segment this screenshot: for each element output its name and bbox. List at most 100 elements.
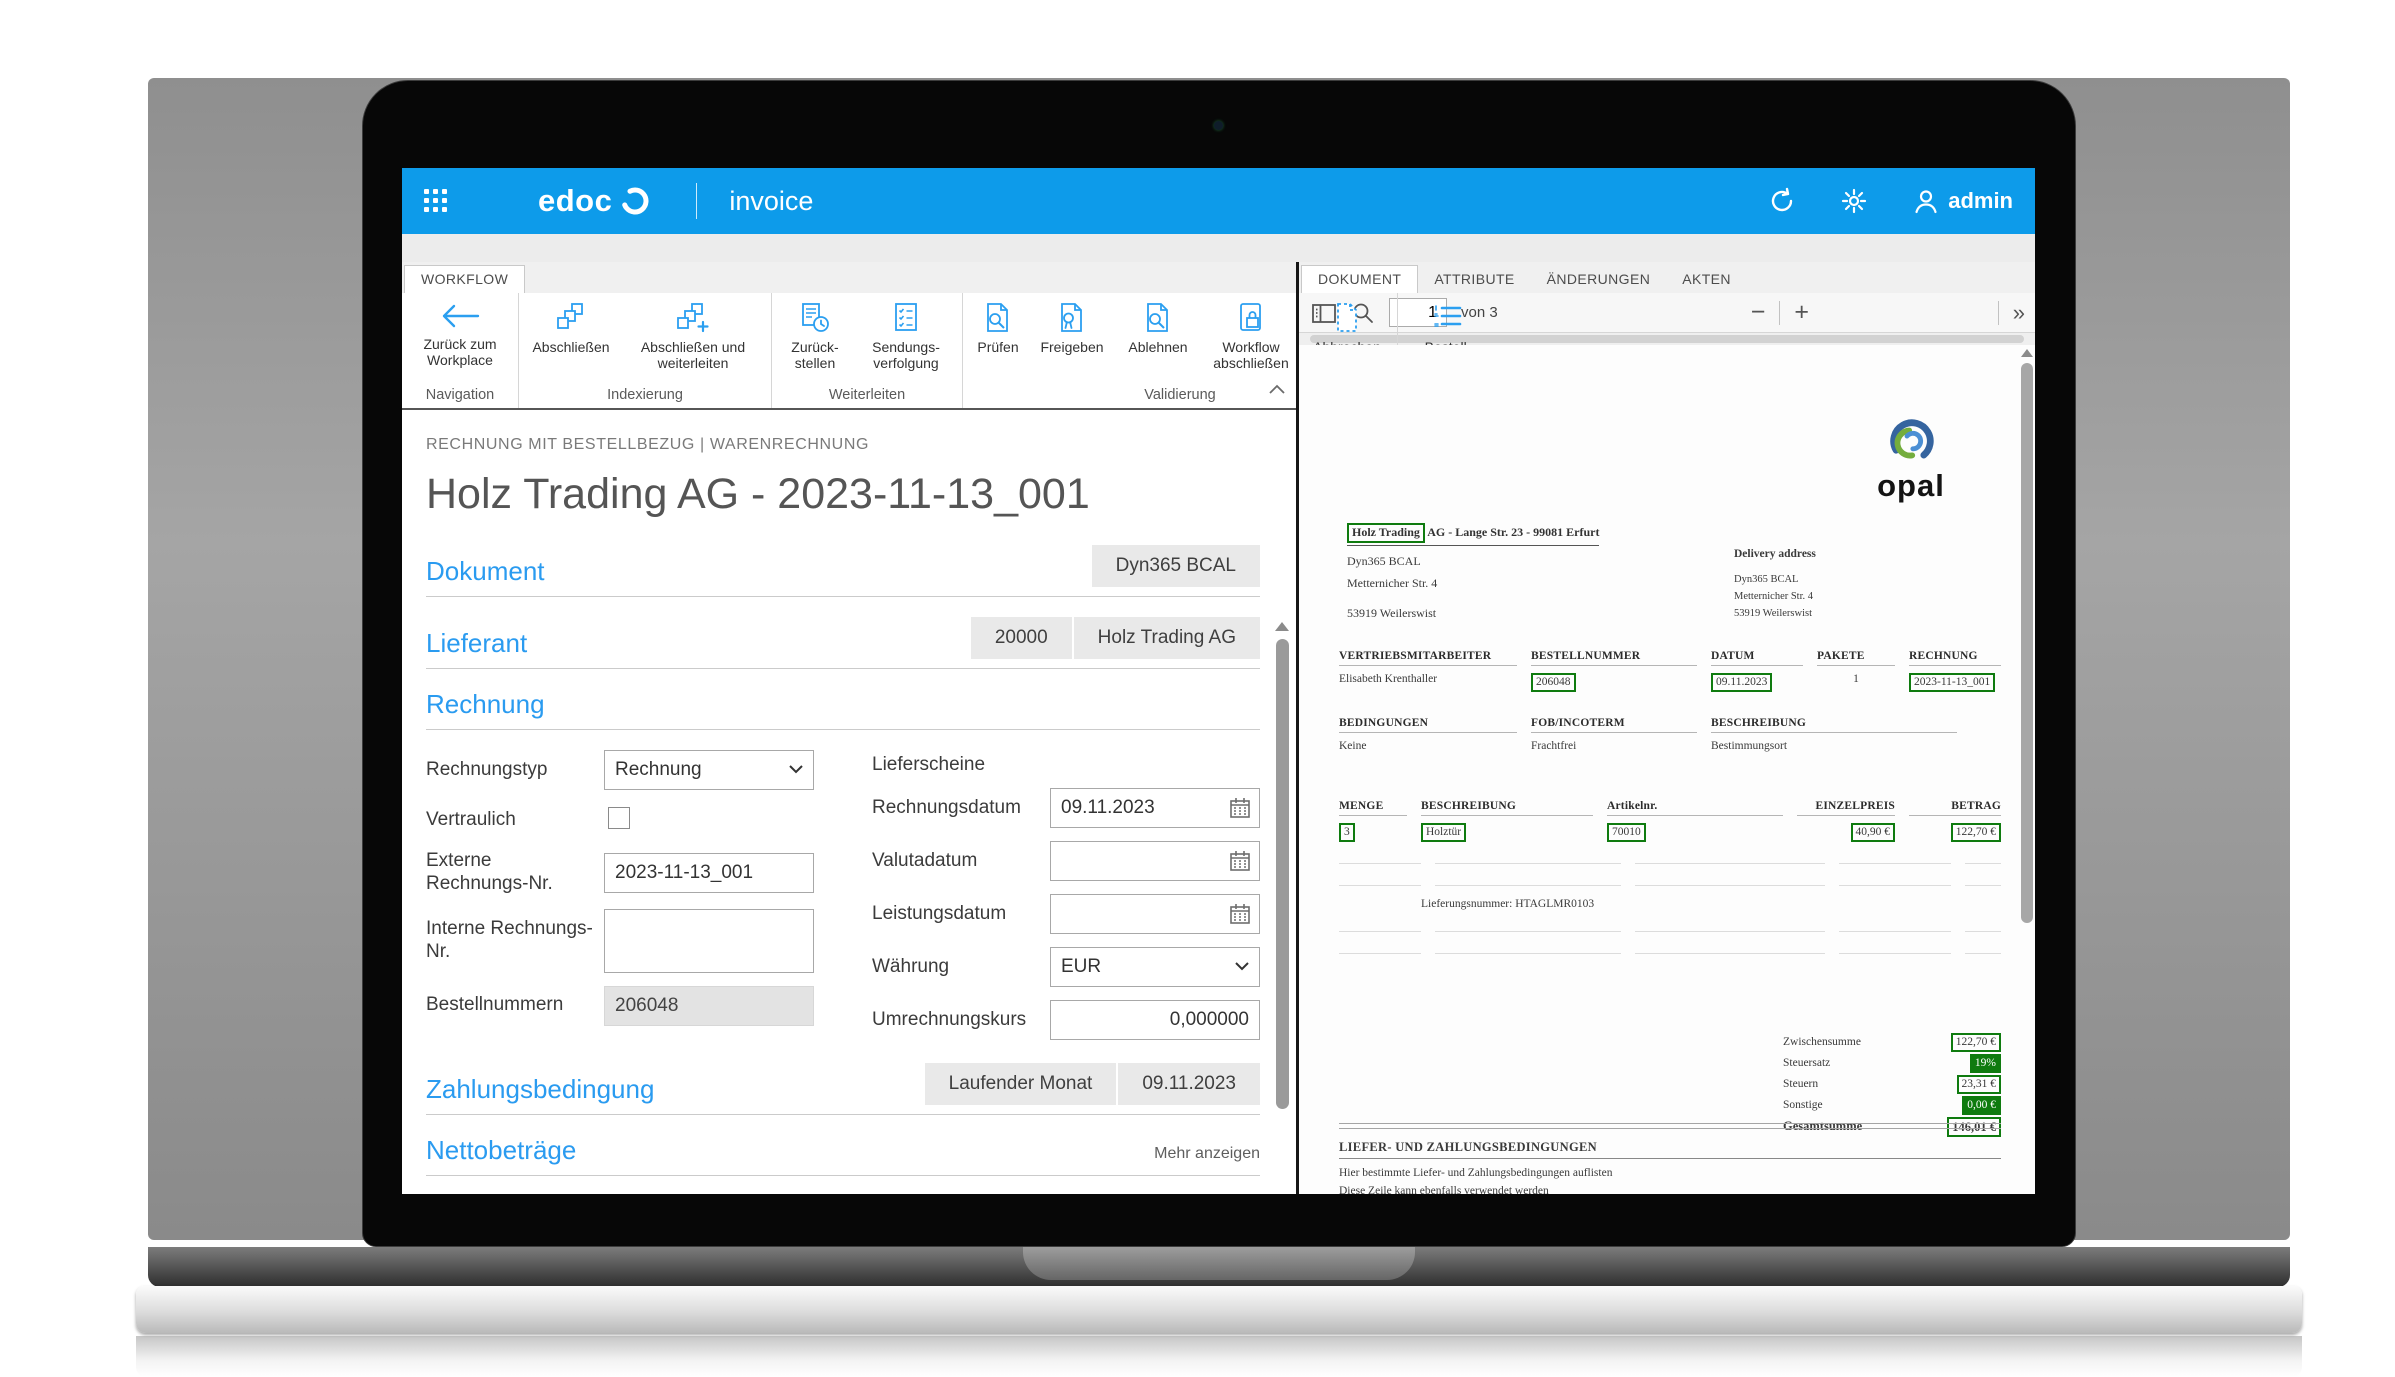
- ribbon-group-label: Validierung: [1144, 387, 1216, 403]
- doc-cancel-icon: [1337, 303, 1357, 332]
- back-to-workplace-button[interactable]: Zurück zum Workplace: [406, 297, 514, 370]
- page-count-label: von 3: [1461, 304, 1498, 321]
- highlighted-field: 0,00 €: [1962, 1095, 2001, 1115]
- user-icon: [1915, 190, 1937, 214]
- document-viewer: opal Holz Trading AG - Lange Str. 23 - 9…: [1299, 345, 2035, 1194]
- horizontal-scrollbar[interactable]: [1299, 333, 2035, 345]
- abschliessen-weiterleiten-button[interactable]: Abschließen und weiterleiten: [619, 297, 767, 373]
- header-divider: [696, 183, 698, 219]
- tab-attribute[interactable]: ATTRIBUTE: [1434, 271, 1515, 287]
- section-heading[interactable]: Lieferant: [426, 628, 528, 658]
- section-heading[interactable]: Nettobeträge: [426, 1135, 577, 1165]
- laptop-notch: [1023, 1247, 1415, 1280]
- tab-aenderungen[interactable]: ÄNDERUNGEN: [1546, 271, 1651, 287]
- umrechnungskurs-input[interactable]: [1050, 1000, 1260, 1040]
- sendungsverfolgung-button[interactable]: Sendungs-verfolgung: [854, 297, 958, 373]
- brand-text: edoc: [538, 183, 613, 218]
- highlighted-field: 70010: [1607, 823, 1646, 842]
- main-split: WORKFLOW Zurück zum Workplace: [402, 234, 2035, 1194]
- complete-icon: [557, 303, 583, 329]
- zoom-out-button[interactable]: −: [1750, 298, 1766, 326]
- form-scrollbar[interactable]: [1274, 622, 1290, 1109]
- item-row: 3 Holztür 70010 40,90 € 122,70 €: [1339, 823, 2001, 842]
- page-number-input[interactable]: [1389, 298, 1447, 327]
- highlighted-field: 122,70 €: [1950, 1033, 2001, 1052]
- scrollbar-thumb[interactable]: [1310, 335, 2024, 343]
- rechnungsdatum-input[interactable]: [1050, 788, 1260, 828]
- more-tools-button[interactable]: »: [2012, 299, 2025, 325]
- tab-dokument[interactable]: DOKUMENT: [1301, 265, 1419, 293]
- viewer-tabstrip: DOKUMENT ATTRIBUTE ÄNDERUNGEN AKTEN: [1299, 262, 2035, 293]
- tab-workflow[interactable]: WORKFLOW: [404, 265, 526, 293]
- app-launcher-icon[interactable]: [424, 189, 448, 213]
- invoice-form: RECHNUNG MIT BESTELLBEZUG | WARENRECHNUN…: [402, 410, 1296, 1194]
- workflow-panel: WORKFLOW Zurück zum Workplace: [402, 262, 1478, 1194]
- page-title: Holz Trading AG - 2023-11-13_001: [426, 470, 1090, 518]
- field-label: Bestellnummern: [426, 994, 564, 1016]
- user-menu[interactable]: admin: [1912, 187, 2013, 215]
- zoom-in-button[interactable]: +: [1794, 298, 1809, 326]
- collapse-ribbon-icon[interactable]: [1268, 382, 1286, 400]
- section-lieferant: Lieferant 20000 Holz Trading AG: [426, 617, 1260, 669]
- arrow-left-icon: [442, 304, 480, 328]
- scroll-up-icon[interactable]: [2021, 349, 2033, 357]
- section-heading[interactable]: Dokument: [426, 556, 545, 586]
- leistungsdatum-input[interactable]: [1050, 894, 1260, 934]
- scroll-up-icon[interactable]: [1275, 622, 1289, 631]
- field-label: Umrechnungskurs: [872, 1008, 1027, 1030]
- invoice-terms: LIEFER- UND ZAHLUNGSBEDINGUNGEN Hier bes…: [1339, 1140, 2001, 1194]
- freigeben-button[interactable]: Freigeben: [1029, 297, 1115, 357]
- opal-swirl-icon: [1890, 419, 1934, 463]
- document-scrollbar[interactable]: [2019, 345, 2035, 1194]
- ribbon-group-navigation: Zurück zum Workplace Navigation: [402, 293, 519, 408]
- leistungsdatum-field: [1050, 894, 1260, 934]
- brand-logo: edoc: [538, 183, 652, 219]
- rechnungstyp-select[interactable]: Rechnung: [604, 750, 814, 790]
- lieferant-nummer-button[interactable]: 20000: [970, 617, 1072, 659]
- highlighted-field: Holztür: [1421, 823, 1467, 842]
- interne-rechnungs-nr-input[interactable]: [604, 908, 814, 973]
- field-label: Vertraulich: [426, 808, 516, 830]
- scrollbar-thumb[interactable]: [1275, 639, 1289, 1109]
- valutadatum-input[interactable]: [1050, 841, 1260, 881]
- field-label: Valutadatum: [872, 849, 978, 871]
- laptop-hinge: [148, 1247, 2290, 1287]
- section-heading[interactable]: Zahlungsbedingung: [426, 1074, 655, 1104]
- edoc-swirl-icon: [621, 187, 649, 215]
- ribbon-group-label: Navigation: [425, 387, 495, 403]
- zahlungsbedingung-art-button[interactable]: Laufender Monat: [924, 1063, 1117, 1105]
- section-rechnung: Rechnung: [426, 689, 1260, 730]
- dyn365-bcal-button[interactable]: Dyn365 BCAL: [1091, 545, 1260, 587]
- highlighted-field: 23,31 €: [1956, 1074, 2001, 1094]
- ribbon-group-label: Weiterleiten: [828, 387, 906, 403]
- lieferant-name-button[interactable]: Holz Trading AG: [1073, 617, 1260, 659]
- ribbon-group-indexierung: Abschließen Abschließen un: [519, 293, 772, 408]
- zurueckstellen-button[interactable]: Zurück-stellen: [776, 297, 854, 373]
- tab-akten[interactable]: AKTEN: [1682, 271, 1731, 287]
- document-panel: DOKUMENT ATTRIBUTE ÄNDERUNGEN AKTEN: [1299, 262, 2035, 1194]
- refresh-icon[interactable]: [1768, 187, 1796, 215]
- laptop-base: [136, 1286, 2302, 1333]
- workflow-abschliessen-button[interactable]: Workflow abschließen: [1201, 297, 1301, 373]
- mehr-anzeigen-link[interactable]: Mehr anzeigen: [1154, 1145, 1260, 1162]
- ablehnen-button[interactable]: Ablehnen: [1115, 297, 1201, 357]
- externe-rechnungs-nr-input[interactable]: [604, 852, 814, 893]
- toolbar-divider: [1779, 300, 1781, 325]
- thumbnail-panel-icon[interactable]: [1311, 301, 1337, 325]
- scrollbar-thumb[interactable]: [2021, 363, 2033, 923]
- gear-icon[interactable]: [1840, 187, 1868, 215]
- waehrung-select[interactable]: EUR: [1050, 947, 1260, 987]
- username: admin: [1948, 188, 2013, 213]
- section-heading[interactable]: Rechnung: [426, 689, 545, 719]
- abschliessen-button[interactable]: Abschließen: [523, 297, 619, 357]
- field-label: Interne Rechnungs-Nr.: [426, 917, 593, 962]
- ribbon-group-weiterleiten: Zurück-stellen Sendungs-verfolgung: [772, 293, 963, 408]
- item-note: Lieferungsnummer: HTAGLMR0103: [1421, 897, 1595, 910]
- zahlungsbedingung-datum-button[interactable]: 09.11.2023: [1118, 1063, 1260, 1105]
- postpone-icon: [802, 303, 829, 332]
- field-label: Lieferscheine: [872, 753, 986, 775]
- toolbar-divider: [1997, 300, 1999, 325]
- billing-address: Dyn365 BCAL Metternicher Str. 4 53919 We…: [1347, 554, 1438, 621]
- pruefen-button[interactable]: Prüfen: [967, 297, 1029, 357]
- vertraulich-checkbox[interactable]: [608, 806, 630, 829]
